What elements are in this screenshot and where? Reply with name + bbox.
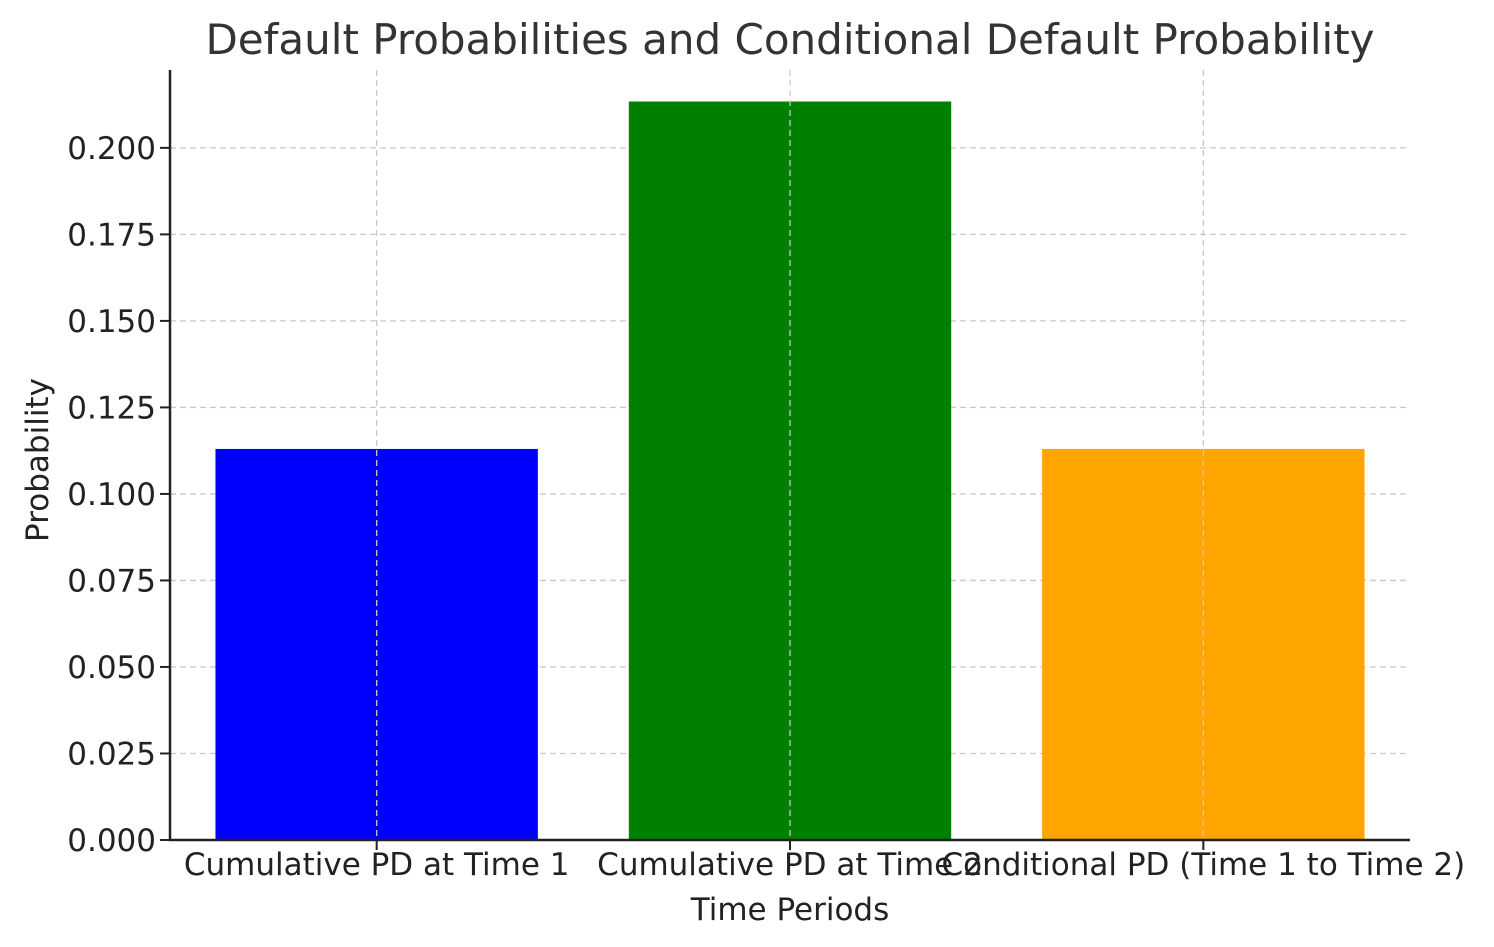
y-ticks: 0.000 0.025 0.050 0.075 0.100 0.125 0.150 0.175… [67, 131, 170, 859]
y-tick-label: 0.200 [67, 131, 156, 167]
y-tick-label: 0.125 [67, 390, 156, 426]
y-tick-label: 0.075 [67, 563, 156, 599]
y-tick-label: 0.000 [67, 823, 156, 859]
x-tick-label: Conditional PD (Time 1 to Time 2) [941, 847, 1465, 883]
y-axis-label: Probability [20, 378, 56, 542]
x-ticks: Cumulative PD at Time 1 Cumulative PD at … [184, 840, 1465, 883]
vertical-grid [376, 70, 1204, 840]
y-tick-label: 0.025 [67, 736, 156, 772]
x-tick-label: Cumulative PD at Time 1 [184, 847, 570, 883]
chart-title: Default Probabilities and Conditional De… [205, 15, 1374, 64]
y-tick-label: 0.175 [67, 217, 156, 253]
y-tick-label: 0.050 [67, 650, 156, 686]
y-tick-label: 0.100 [67, 477, 156, 513]
x-tick-label: Cumulative PD at Time 2 [597, 847, 983, 883]
x-axis-label: Time Periods [690, 892, 890, 928]
y-tick-label: 0.150 [67, 304, 156, 340]
